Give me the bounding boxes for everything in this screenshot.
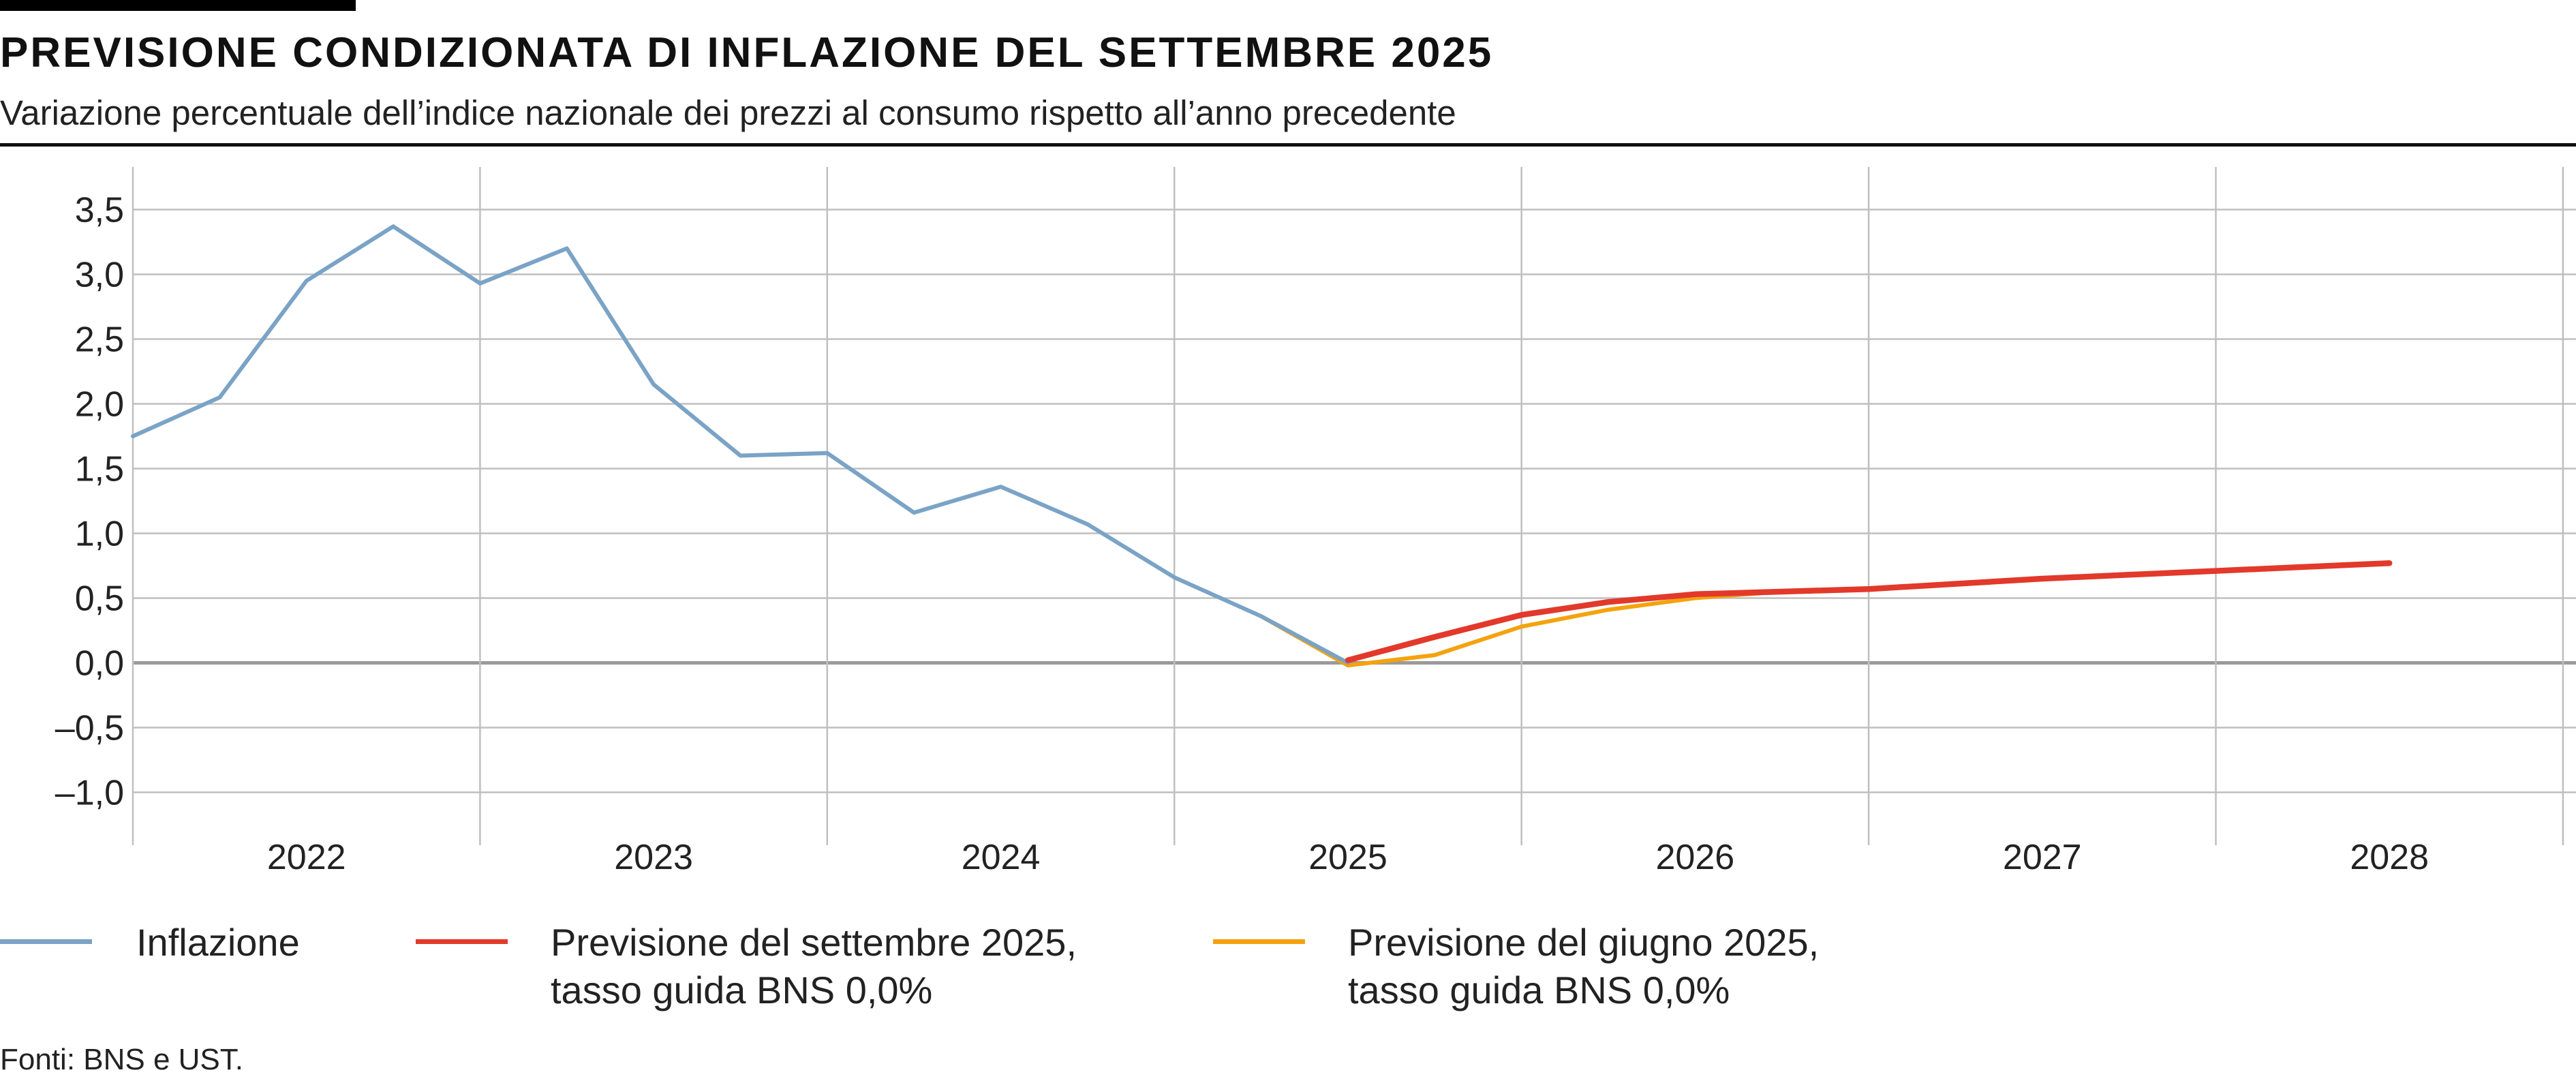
legend-label-settembre-line1: Previsione del settembre 2025, <box>551 921 1077 964</box>
series-line-inflation <box>131 224 1350 665</box>
legend-label-giugno-line2: tasso guida BNS 0,0% <box>1348 969 1730 1011</box>
legend-swatch-previsione-settembre <box>416 939 508 944</box>
x-tick-label: 2027 <box>2003 838 2082 877</box>
chart-subtitle: Variazione percentuale dell’indice nazio… <box>0 93 1456 132</box>
legend-label-giugno-line1: Previsione del giugno 2025, <box>1348 921 1820 964</box>
x-tick-label: 2028 <box>2350 838 2429 877</box>
series-line-june <box>1259 590 1784 668</box>
x-axis-ticks: 2022 2023 2024 2025 2026 2027 2028 <box>267 838 2429 877</box>
grid-lines <box>132 167 2576 845</box>
y-tick-label: 2,5 <box>75 320 124 360</box>
x-tick-label: 2022 <box>267 838 346 877</box>
legend-label-previsione-settembre: Previsione del settembre 2025, tasso gui… <box>551 919 1077 1014</box>
y-tick-label: –0,5 <box>55 709 124 748</box>
y-tick-label: 2,0 <box>75 385 124 425</box>
x-tick-label: 2026 <box>1656 838 1735 877</box>
legend-label-settembre-line2: tasso guida BNS 0,0% <box>551 969 933 1011</box>
legend-swatch-inflazione <box>0 939 92 944</box>
y-tick-label: 3,5 <box>75 191 124 230</box>
chart-title: PREVISIONE CONDIZIONATA DI INFLAZIONE DE… <box>0 29 1494 76</box>
x-tick-label: 2025 <box>1308 838 1387 877</box>
x-tick-label: 2023 <box>614 838 693 877</box>
source-note: Fonti: BNS e UST. <box>0 1043 244 1076</box>
y-axis-ticks: 3,5 3,0 2,5 2,0 1,5 1,0 0,5 0,0 –0,5 –1,0 <box>55 191 124 813</box>
y-tick-label: 3,0 <box>75 256 124 295</box>
data-series <box>131 224 2393 668</box>
line-chart: 3,53,02,52,01,51,00,50,0–0,5–1,0 2022 202… <box>55 167 2576 877</box>
y-tick-label: 0,5 <box>75 579 124 619</box>
legend-label-inflazione: Inflazione <box>136 921 300 964</box>
y-tick-label: 1,5 <box>75 450 124 489</box>
x-tick-label: 2024 <box>962 838 1041 877</box>
series-line-sept <box>1345 560 2393 663</box>
header-accent-bar <box>0 0 356 11</box>
header-rule <box>0 143 2576 147</box>
legend-label-previsione-giugno: Previsione del giugno 2025, tasso guida … <box>1348 919 1819 1014</box>
y-tick-label: –1,0 <box>55 774 124 813</box>
legend-swatch-previsione-giugno <box>1213 939 1305 944</box>
y-tick-label: 1,0 <box>75 515 124 554</box>
y-tick-label: 0,0 <box>75 644 124 684</box>
